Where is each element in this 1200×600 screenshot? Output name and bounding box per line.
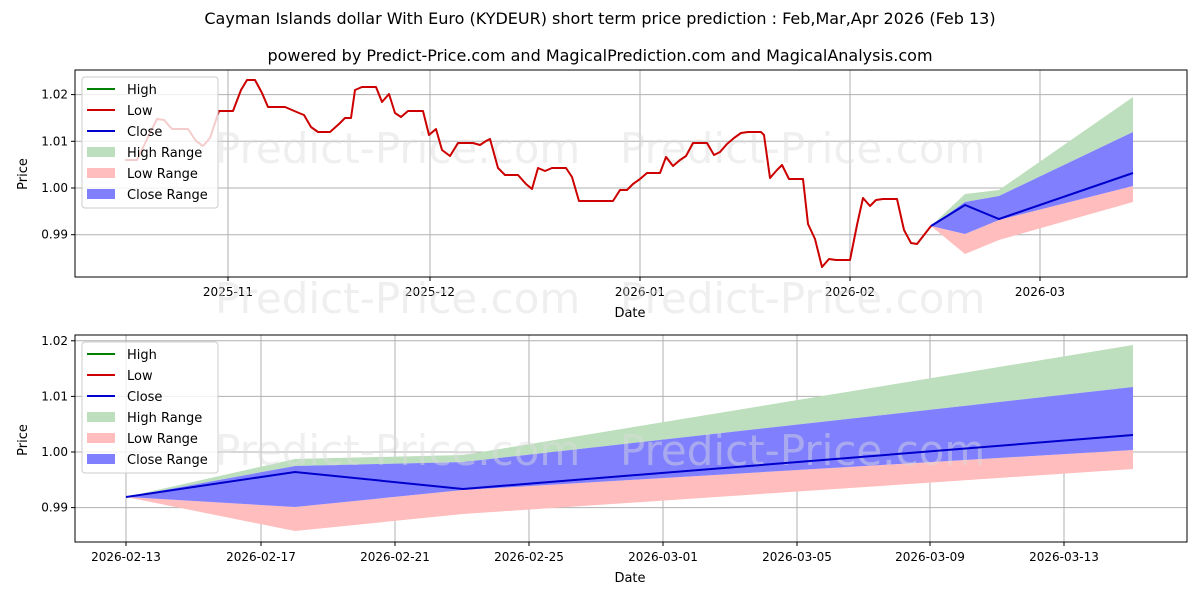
watermark-top-2: Predict-Price.com bbox=[620, 124, 985, 173]
legend-high-range-swatch bbox=[87, 412, 115, 422]
bottom-x-axis-label: Date bbox=[614, 571, 645, 586]
low-range-band bbox=[126, 450, 1133, 531]
close-forecast-line-detail bbox=[125, 434, 1134, 498]
top-forecast-ranges bbox=[931, 97, 1133, 254]
y-tick-label: 0.99 bbox=[41, 501, 68, 515]
chart-title: Cayman Islands dollar With Euro (KYDEUR)… bbox=[204, 9, 996, 28]
close-range-band bbox=[126, 387, 1133, 507]
legend-label: Low Range bbox=[127, 167, 198, 182]
high-range-band bbox=[931, 97, 1133, 226]
legend-low-range-swatch bbox=[87, 433, 115, 443]
chart-subtitle: powered by Predict-Price.com and Magical… bbox=[267, 46, 933, 65]
x-tick-label: 2025-11 bbox=[203, 285, 253, 299]
x-tick-label: 2026-02-17 bbox=[226, 550, 296, 564]
x-tick-label: 2026-03-13 bbox=[1029, 550, 1099, 564]
legend-label: Close bbox=[127, 390, 162, 405]
close-range-band bbox=[931, 132, 1133, 234]
legend-close-range-swatch bbox=[87, 454, 115, 464]
watermark-top-3: Predict-Price.com bbox=[215, 274, 580, 323]
bottom-axis-ticks: 1.02 1.01 1.00 0.99 2026-02-13 2026-02-17 2026… bbox=[41, 334, 1099, 564]
watermark-bottom-2: Predict-Price.com bbox=[620, 426, 985, 475]
y-tick-label: 1.00 bbox=[41, 181, 68, 195]
legend-label: Close Range bbox=[127, 453, 208, 468]
y-tick-label: 1.01 bbox=[41, 134, 68, 148]
legend-box bbox=[81, 76, 219, 209]
legend-high-range-swatch bbox=[87, 147, 115, 157]
legend-label: Low bbox=[127, 369, 153, 384]
legend-label: High Range bbox=[127, 411, 202, 426]
x-tick-label: 2026-03-09 bbox=[895, 550, 965, 564]
x-tick-label: 2026-02-13 bbox=[91, 550, 161, 564]
x-tick-label: 2026-02 bbox=[825, 285, 875, 299]
legend-label: Close bbox=[127, 125, 162, 140]
x-tick-label: 2026-02-21 bbox=[360, 550, 430, 564]
y-tick-label: 1.02 bbox=[41, 334, 68, 348]
high-range-band bbox=[126, 345, 1133, 497]
legend-label: High Range bbox=[127, 146, 202, 161]
legend-close-range-swatch bbox=[87, 189, 115, 199]
low-range-band bbox=[931, 186, 1133, 254]
top-plot-frame bbox=[74, 69, 1188, 278]
legend-label: Close Range bbox=[127, 188, 208, 203]
top-axis-ticks: 1.02 1.01 1.00 0.99 2025-11 2025-12 2026-01 202… bbox=[41, 88, 1065, 299]
bottom-plot-frame bbox=[74, 334, 1188, 543]
y-tick-label: 0.99 bbox=[41, 228, 68, 242]
top-y-axis-label: Price bbox=[16, 158, 31, 190]
watermark-top-1: Predict-Price.com bbox=[215, 124, 580, 173]
y-tick-label: 1.00 bbox=[41, 445, 68, 459]
top-x-axis-label: Date bbox=[614, 306, 645, 321]
legend-box bbox=[81, 341, 219, 474]
bottom-forecast-chart: Predict-Price.com Predict-Price.com 1.02… bbox=[16, 334, 1188, 586]
y-tick-label: 1.01 bbox=[41, 389, 68, 403]
x-tick-label: 2026-03-05 bbox=[762, 550, 832, 564]
y-tick-label: 1.02 bbox=[41, 88, 68, 102]
x-tick-label: 2026-03-01 bbox=[628, 550, 698, 564]
top-price-chart: Predict-Price.com Predict-Price.com 1.02… bbox=[16, 69, 1188, 323]
bottom-forecast-ranges bbox=[126, 345, 1133, 531]
legend-label: High bbox=[127, 83, 157, 98]
close-forecast-line bbox=[930, 172, 1134, 227]
x-tick-label: 2026-01 bbox=[615, 285, 665, 299]
low-price-line bbox=[125, 79, 932, 268]
top-grid bbox=[75, 70, 1187, 277]
x-tick-label: 2026-02-25 bbox=[494, 550, 564, 564]
bottom-legend: High Low Close High Range Low Range Close Ran… bbox=[81, 341, 219, 474]
legend-label: Low Range bbox=[127, 432, 198, 447]
x-tick-label: 2026-03 bbox=[1015, 285, 1065, 299]
legend-label: High bbox=[127, 348, 157, 363]
watermark-top-4: Predict-Price.com bbox=[620, 274, 985, 323]
legend-label: Low bbox=[127, 104, 153, 119]
top-legend: High Low Close High Range Low Range Close Ran… bbox=[81, 76, 219, 209]
x-tick-label: 2025-12 bbox=[405, 285, 455, 299]
bottom-y-axis-label: Price bbox=[16, 424, 31, 456]
legend-low-range-swatch bbox=[87, 168, 115, 178]
watermark-bottom-1: Predict-Price.com bbox=[215, 426, 580, 475]
